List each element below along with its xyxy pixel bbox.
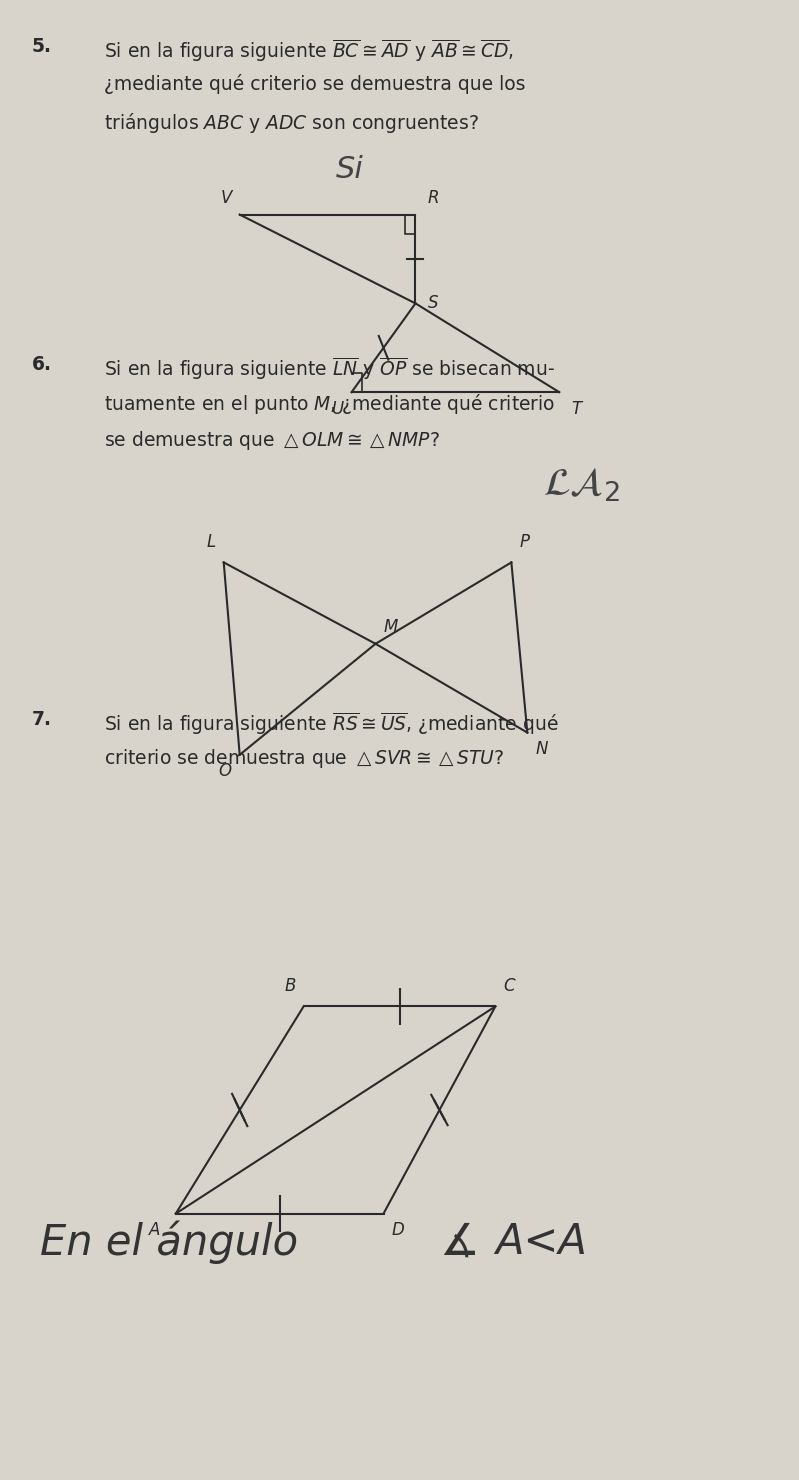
Text: P: P	[519, 533, 530, 551]
Text: Si en la figura siguiente $\overline{BC} \cong \overline{AD}$ y $\overline{AB} \: Si en la figura siguiente $\overline{BC}…	[104, 37, 514, 64]
Text: $\measuredangle$: $\measuredangle$	[439, 1221, 476, 1264]
Text: D: D	[392, 1221, 404, 1239]
Text: B: B	[284, 977, 296, 995]
Text: tuamente en el punto $M$, ¿mediante qué criterio: tuamente en el punto $M$, ¿mediante qué …	[104, 392, 555, 416]
Text: triángulos $ABC$ y $ADC$ son congruentes?: triángulos $ABC$ y $ADC$ son congruentes…	[104, 111, 479, 135]
Text: R: R	[427, 189, 439, 207]
Text: M: M	[384, 619, 398, 636]
Text: Si en la figura siguiente $\overline{RS} \cong \overline{US}$, ¿mediante qué: Si en la figura siguiente $\overline{RS}…	[104, 710, 559, 737]
Text: En el ángulo: En el ángulo	[40, 1221, 298, 1264]
Text: N: N	[535, 740, 547, 758]
Text: T: T	[571, 400, 582, 417]
Text: O: O	[219, 762, 232, 780]
Text: Si en la figura siguiente $\overline{LN}$ y $\overline{OP}$ se bisecan mu-: Si en la figura siguiente $\overline{LN}…	[104, 355, 555, 382]
Text: ¿mediante qué criterio se demuestra que los: ¿mediante qué criterio se demuestra que …	[104, 74, 526, 95]
Text: 6.: 6.	[32, 355, 52, 374]
Text: 7.: 7.	[32, 710, 52, 730]
Text: L: L	[206, 533, 216, 551]
Text: 5.: 5.	[32, 37, 52, 56]
Text: C: C	[503, 977, 515, 995]
Text: V: V	[221, 189, 232, 207]
Text: S: S	[427, 295, 438, 312]
Text: A: A	[149, 1221, 160, 1239]
Text: $\mathcal{L}\mathcal{A}_2$: $\mathcal{L}\mathcal{A}_2$	[543, 466, 620, 505]
Text: U: U	[332, 400, 344, 417]
Text: criterio se demuestra que $\triangle SVR \cong \triangle STU$?: criterio se demuestra que $\triangle SVR…	[104, 747, 504, 771]
Text: Si: Si	[336, 155, 364, 185]
Text: A<A: A<A	[495, 1221, 587, 1262]
Text: se demuestra que $\triangle OLM \cong \triangle NMP$?: se demuestra que $\triangle OLM \cong \t…	[104, 429, 440, 453]
